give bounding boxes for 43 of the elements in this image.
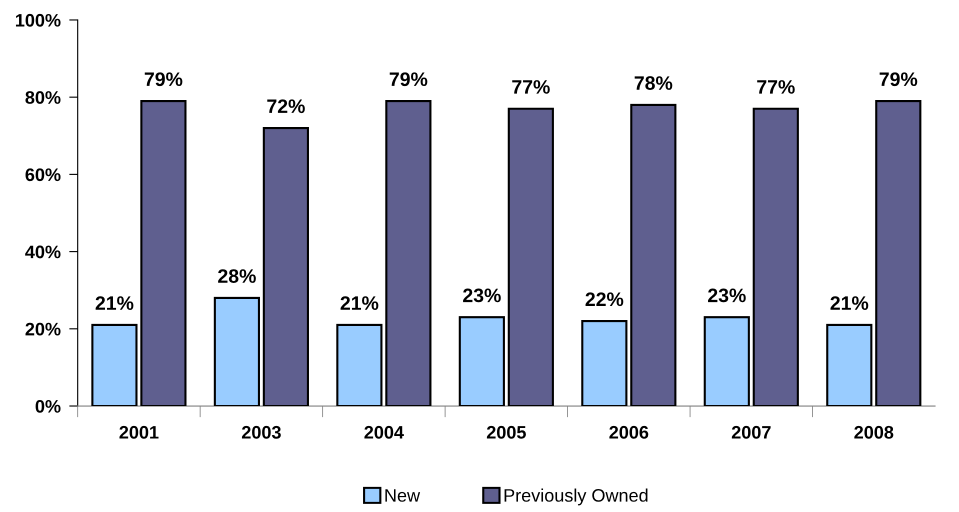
- x-tick-label: 2008: [854, 426, 894, 439]
- data-label: 77%: [757, 80, 795, 94]
- bar: [140, 100, 187, 406]
- bar: [91, 324, 138, 406]
- data-label: 23%: [708, 288, 746, 302]
- y-tick-label: 0%: [36, 400, 61, 413]
- data-label: 72%: [267, 99, 305, 114]
- x-tick-label: 2004: [364, 426, 404, 439]
- data-label: 79%: [880, 72, 918, 86]
- bar: [385, 100, 432, 406]
- bar: [581, 320, 628, 406]
- bar: [630, 104, 676, 406]
- legend-label: New: [385, 489, 420, 502]
- data-label: 78%: [634, 76, 672, 90]
- legend-label: Previously Owned: [504, 488, 648, 506]
- x-tick-label: 2003: [242, 426, 281, 439]
- x-tick-label: 2007: [732, 426, 771, 439]
- data-label: 21%: [340, 296, 378, 310]
- bar: [752, 108, 799, 406]
- data-label: 22%: [586, 292, 624, 306]
- y-tick-label: 60%: [26, 168, 61, 182]
- x-tick-label: 2006: [609, 426, 648, 439]
- bar: [336, 324, 382, 406]
- data-label: 21%: [96, 296, 134, 310]
- bar: [704, 316, 750, 406]
- y-tick-label: 40%: [25, 246, 61, 258]
- data-label: 28%: [218, 269, 256, 283]
- data-label: 79%: [390, 72, 428, 86]
- data-label: 77%: [512, 80, 550, 94]
- bar: [458, 316, 505, 406]
- y-tick-label: 100%: [16, 14, 61, 27]
- bar: [262, 127, 309, 406]
- y-tick-label: 20%: [26, 322, 61, 336]
- x-tick-label: 2005: [486, 426, 526, 439]
- bar: [875, 100, 922, 406]
- bar: [214, 296, 260, 406]
- x-tick-label: 2001: [119, 426, 158, 439]
- data-label: 79%: [144, 72, 182, 86]
- data-label: 21%: [830, 296, 868, 310]
- bar: [826, 324, 872, 406]
- bar: [508, 108, 554, 406]
- data-label: 23%: [463, 288, 501, 302]
- y-tick-label: 80%: [25, 91, 61, 104]
